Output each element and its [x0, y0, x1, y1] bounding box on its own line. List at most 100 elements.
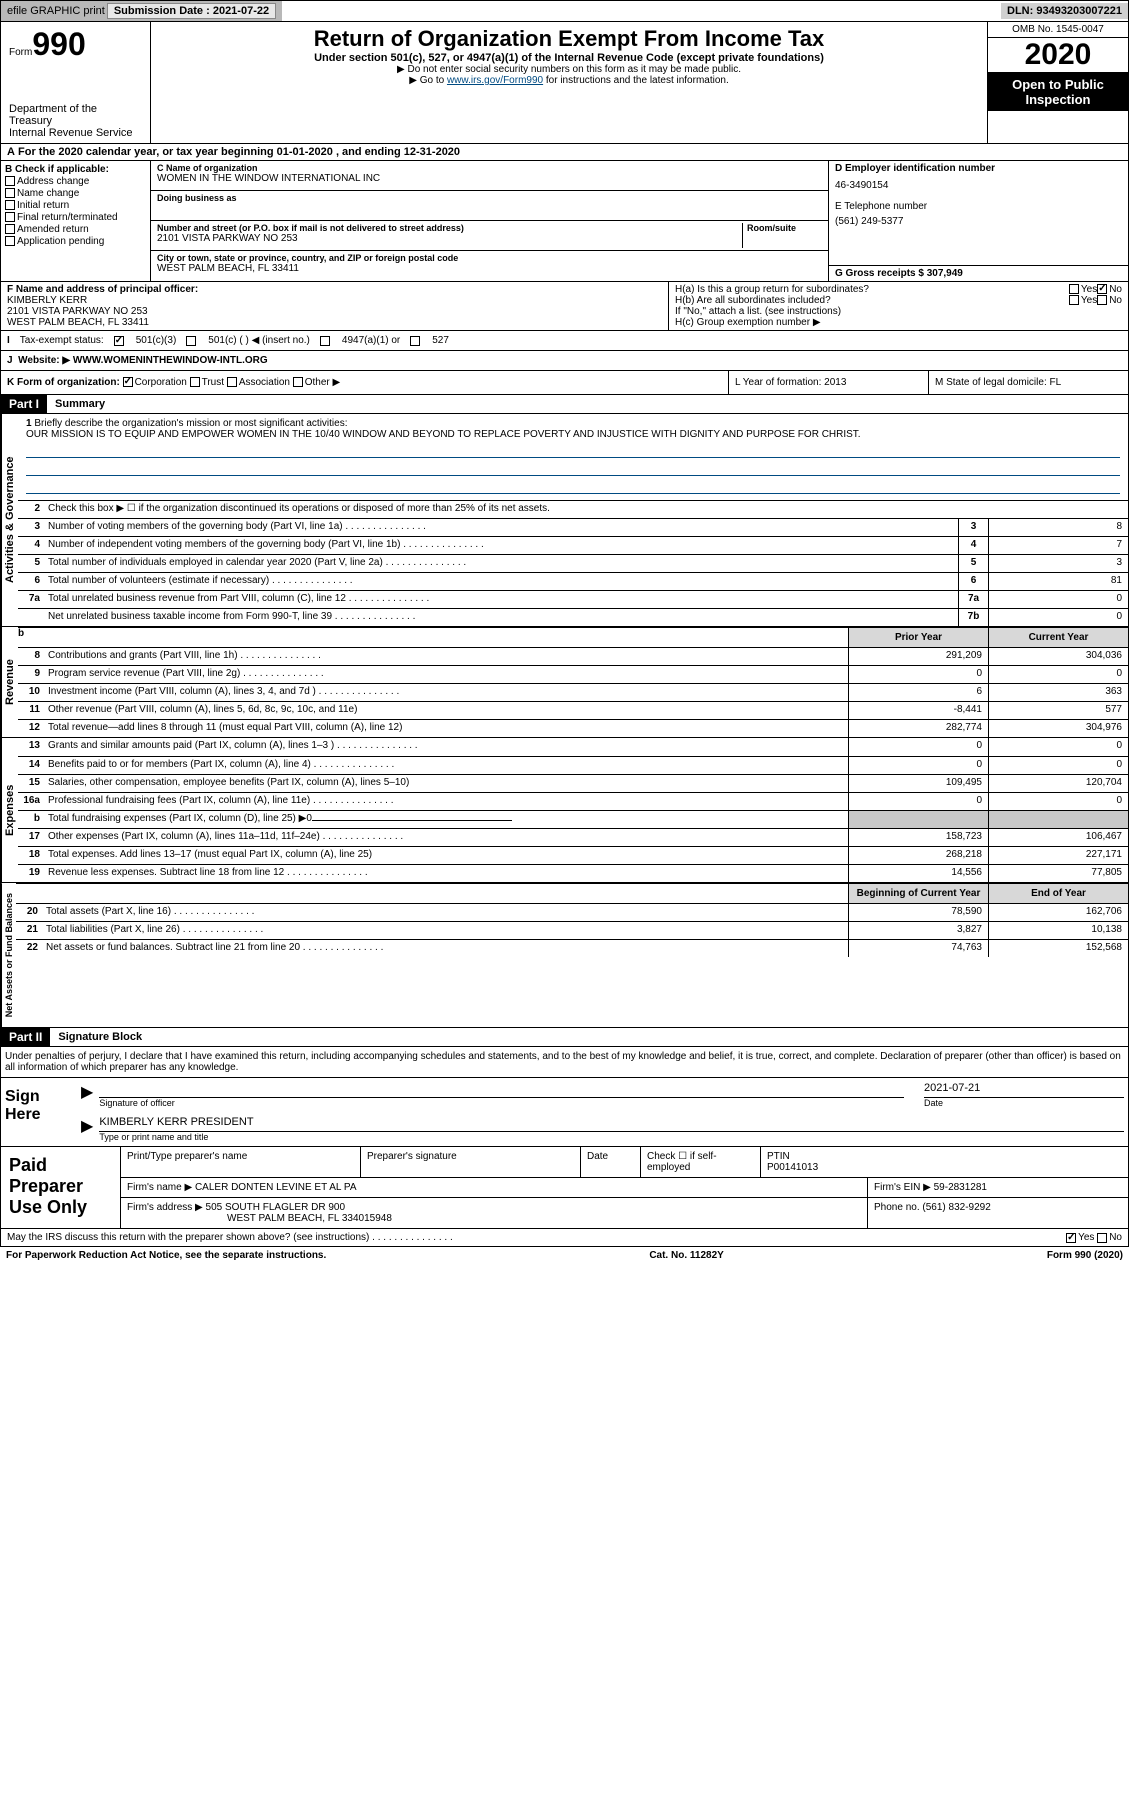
l17n: 17 [18, 829, 44, 846]
website-val: WWW.WOMENINTHEWINDOW-INTL.ORG [73, 355, 268, 366]
l16bn: b [18, 811, 44, 828]
l3-num: 3 [18, 519, 44, 536]
form-number-cell: Form990 Department of the Treasury Inter… [1, 22, 151, 143]
l17t: Other expenses (Part IX, column (A), lin… [44, 829, 848, 846]
l7a-box: 7a [958, 591, 988, 608]
info-grid: B Check if applicable: Address change Na… [0, 161, 1129, 282]
prior-year-header: Prior Year [848, 628, 988, 647]
preparer-label: Paid Preparer Use Only [1, 1147, 121, 1228]
l18t: Total expenses. Add lines 13–17 (must eq… [44, 847, 848, 864]
h-b: H(b) Are all subordinates included? [675, 295, 1069, 306]
l14c: 0 [988, 757, 1128, 774]
chk-527 [410, 336, 420, 346]
line-a-text: For the 2020 calendar year, or tax year … [18, 146, 460, 158]
l6-val: 81 [988, 573, 1128, 590]
h-bnote: If "No," attach a list. (see instruction… [675, 306, 1122, 317]
expenses-section: Expenses 13Grants and similar amounts pa… [0, 738, 1129, 883]
submission-date-button[interactable]: Submission Date : 2021-07-22 [107, 3, 276, 19]
vtab-activities: Activities & Governance [1, 414, 18, 626]
vtab-expenses: Expenses [1, 738, 18, 882]
officer-row: F Name and address of principal officer:… [0, 282, 1129, 331]
l11t: Other revenue (Part VIII, column (A), li… [44, 702, 848, 719]
l4-num: 4 [18, 537, 44, 554]
gross-box: G Gross receipts $ 307,949 [829, 265, 1128, 281]
k-l-m-row: K Form of organization: Corporation Trus… [0, 371, 1129, 395]
blank-line [26, 460, 1120, 476]
ein-label: Firm's EIN ▶ [874, 1182, 931, 1193]
l16an: 16a [18, 793, 44, 810]
form-label: Form [9, 47, 32, 58]
form-header: Form990 Department of the Treasury Inter… [0, 22, 1129, 144]
l20n: 20 [16, 904, 42, 921]
expenses-content: 13Grants and similar amounts paid (Part … [18, 738, 1128, 882]
vtab-revenue: Revenue [1, 627, 18, 737]
ptin-label: PTIN [767, 1151, 790, 1162]
dln-label: DLN: 93493203007221 [1001, 3, 1128, 19]
l21p: 3,827 [848, 922, 988, 939]
l4-val: 7 [988, 537, 1128, 554]
discuss-text: May the IRS discuss this return with the… [7, 1232, 453, 1243]
l2-text: Check this box ▶ ☐ if the organization d… [44, 501, 1128, 518]
year-cell: OMB No. 1545-0047 2020 Open to Public In… [988, 22, 1128, 143]
h-c: H(c) Group exemption number ▶ [675, 317, 1122, 328]
l4-text: Number of independent voting members of … [44, 537, 958, 554]
ts-label: Tax-exempt status: [20, 335, 104, 346]
mission-num: 1 [26, 418, 32, 429]
l17c: 106,467 [988, 829, 1128, 846]
prep-chk: Check ☐ if self-employed [641, 1147, 761, 1177]
l10t: Investment income (Part VIII, column (A)… [44, 684, 848, 701]
k-other: Other ▶ [305, 377, 340, 388]
activities-content: 1 Briefly describe the organization's mi… [18, 414, 1128, 626]
preparer-section: Paid Preparer Use Only Print/Type prepar… [0, 1147, 1129, 1229]
tax-status-row: I Tax-exempt status: 501(c)(3) 501(c) ( … [0, 331, 1129, 351]
l6-box: 6 [958, 573, 988, 590]
l5-val: 3 [988, 555, 1128, 572]
note2-post: for instructions and the latest informat… [543, 75, 729, 86]
org-name: WOMEN IN THE WINDOW INTERNATIONAL INC [157, 173, 822, 184]
l18p: 268,218 [848, 847, 988, 864]
blank-line [26, 442, 1120, 458]
l14n: 14 [18, 757, 44, 774]
sign-here-section: Sign Here ▶ Signature of officer 2021-07… [0, 1078, 1129, 1147]
website-row: J Website: ▶ WWW.WOMENINTHEWINDOW-INTL.O… [0, 351, 1129, 371]
irs-link[interactable]: www.irs.gov/Form990 [447, 75, 543, 86]
phone-label: E Telephone number [835, 201, 1122, 212]
l22n: 22 [16, 940, 42, 957]
no2: No [1109, 295, 1122, 306]
l16bc [988, 811, 1128, 828]
h-a: H(a) Is this a group return for subordin… [675, 284, 1069, 295]
l7b-text: Net unrelated business taxable income fr… [44, 609, 958, 626]
note2-pre: ▶ Go to [409, 75, 447, 86]
firmaddr-label: Firm's address ▶ [127, 1202, 203, 1213]
phone-label: Phone no. [874, 1202, 920, 1213]
dept-label: Department of the Treasury [9, 103, 142, 127]
org-name-label: C Name of organization [157, 163, 822, 173]
l22p: 74,763 [848, 940, 988, 957]
ts-o4: 527 [432, 335, 449, 346]
prep-h3: Date [581, 1147, 641, 1177]
arrow-icon: ▶ [75, 1116, 99, 1142]
k-label: K Form of organization: [7, 377, 120, 388]
topbar: efile GRAPHIC print Submission Date : 20… [0, 0, 1129, 22]
l7a-text: Total unrelated business revenue from Pa… [44, 591, 958, 608]
l9t: Program service revenue (Part VIII, line… [44, 666, 848, 683]
l4-box: 4 [958, 537, 988, 554]
sig-date-val: 2021-07-21 [924, 1082, 1124, 1098]
l20t: Total assets (Part X, line 16) [42, 904, 848, 921]
note-2: ▶ Go to www.irs.gov/Form990 for instruct… [155, 75, 983, 86]
sig-name-val: KIMBERLY KERR PRESIDENT [99, 1116, 1124, 1132]
line-a: A For the 2020 calendar year, or tax yea… [0, 144, 1129, 161]
phone-val: (561) 832-9292 [922, 1202, 990, 1213]
k-assoc: Association [239, 377, 290, 388]
note-1: ▶ Do not enter social security numbers o… [155, 64, 983, 75]
box-m: M State of legal domicile: FL [928, 371, 1128, 394]
l10c: 363 [988, 684, 1128, 701]
l13n: 13 [18, 738, 44, 756]
l12c: 304,976 [988, 720, 1128, 737]
sig-name-label: Type or print name and title [99, 1132, 1124, 1142]
preparer-content: Print/Type preparer's name Preparer's si… [121, 1147, 1128, 1228]
chk-501c3 [114, 336, 124, 346]
part1-title: Summary [47, 396, 113, 412]
l18n: 18 [18, 847, 44, 864]
l22c: 152,568 [988, 940, 1128, 957]
